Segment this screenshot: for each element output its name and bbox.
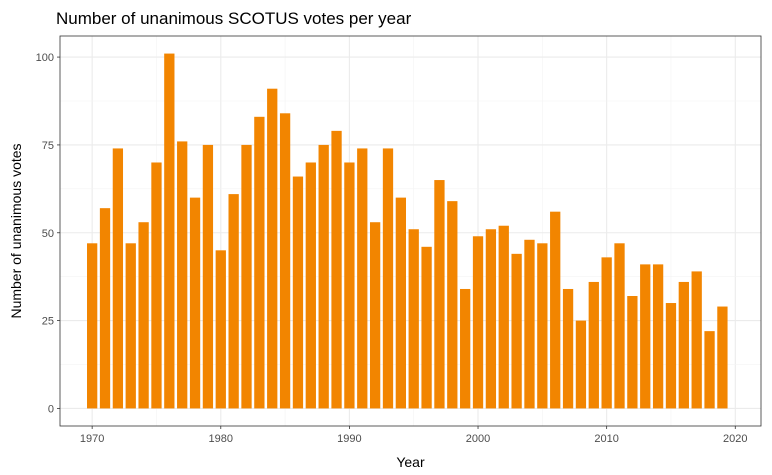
bar-2013 — [640, 264, 651, 409]
y-tick-label: 25 — [42, 316, 54, 328]
x-tick-label: 2010 — [594, 433, 618, 445]
bar-1975 — [151, 162, 162, 409]
bar-1999 — [460, 288, 471, 409]
y-axis: 0 25 50 75 100 — [36, 52, 60, 415]
x-tick-label: 1970 — [80, 433, 104, 445]
bar-2003 — [511, 253, 522, 409]
bar-1971 — [99, 208, 111, 409]
bar-1978 — [189, 197, 201, 409]
bar-2004 — [524, 239, 535, 409]
bar-2005 — [537, 243, 548, 409]
bar-2016 — [678, 281, 689, 409]
bar-1990 — [344, 162, 355, 409]
x-tick-label: 2020 — [723, 433, 747, 445]
bar-2009 — [588, 281, 599, 409]
bar-2015 — [665, 303, 677, 409]
bar-1979 — [202, 144, 214, 409]
x-axis-title: Year — [396, 454, 425, 470]
bar-1987 — [305, 162, 316, 409]
panel-border — [59, 35, 762, 427]
bar-1976 — [164, 53, 175, 409]
bar-1994 — [395, 197, 406, 409]
bar-2012 — [627, 296, 638, 409]
bar-1995 — [408, 229, 419, 409]
bar-1972 — [112, 148, 124, 409]
bar-1980 — [215, 250, 226, 409]
y-tick-label: 75 — [42, 140, 54, 152]
bar-1991 — [357, 148, 368, 409]
bar-2014 — [652, 264, 664, 409]
bar-1988 — [318, 144, 329, 409]
bar-2011 — [614, 243, 625, 409]
bar-2000 — [472, 236, 484, 409]
bar-1997 — [434, 180, 445, 409]
y-axis-title: Number of unanimous votes — [8, 143, 24, 318]
bar-1973 — [125, 243, 136, 409]
x-tick-label: 1990 — [337, 433, 361, 445]
bar-2002 — [498, 225, 509, 409]
bar-1986 — [292, 176, 304, 409]
bar-2007 — [562, 288, 574, 409]
x-axis: 1970 1980 1990 2000 2010 2020 — [80, 426, 748, 445]
bar-2017 — [691, 271, 702, 409]
bars — [87, 53, 728, 409]
bar-1974 — [138, 222, 149, 409]
bar-2018 — [704, 331, 715, 409]
bar-2006 — [550, 211, 561, 409]
bar-1989 — [331, 130, 342, 409]
bar-1981 — [228, 194, 239, 409]
x-tick-label: 2000 — [466, 433, 490, 445]
bar-1983 — [254, 116, 265, 409]
chart-title: Number of unanimous SCOTUS votes per yea… — [56, 9, 412, 28]
bar-2008 — [575, 320, 587, 409]
bar-1970 — [87, 243, 98, 409]
bar-2019 — [717, 306, 728, 409]
y-tick-label: 100 — [36, 52, 54, 64]
y-tick-label: 50 — [42, 228, 54, 240]
bar-1993 — [382, 148, 394, 409]
bar-1977 — [177, 141, 188, 409]
bar-1998 — [447, 201, 458, 409]
bar-1992 — [369, 222, 381, 409]
bar-1985 — [279, 113, 291, 409]
y-tick-label: 0 — [48, 403, 54, 415]
bar-1996 — [421, 246, 432, 409]
bar-1982 — [241, 144, 252, 409]
bar-1984 — [267, 88, 278, 409]
x-tick-label: 1980 — [209, 433, 233, 445]
bar-2010 — [601, 257, 612, 409]
bar-2001 — [485, 229, 497, 409]
